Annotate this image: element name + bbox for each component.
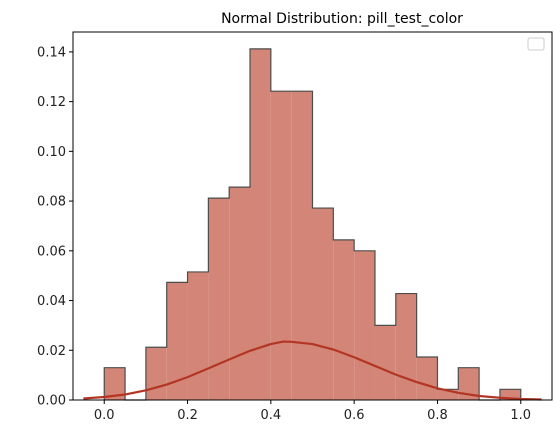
histogram-bar: [250, 48, 271, 400]
histogram-bar: [270, 91, 292, 400]
x-tick-label: 1.0: [510, 408, 531, 423]
histogram-bar: [395, 293, 417, 400]
y-tick-label: 0.10: [37, 145, 66, 160]
chart-title: Normal Distribution: pill_test_color: [221, 11, 463, 27]
normal-curve-line: [83, 340, 542, 401]
histogram-bar: [229, 187, 251, 400]
y-tick-label: 0.08: [37, 195, 66, 210]
histogram-bar: [312, 208, 334, 400]
y-tick-label: 0.14: [37, 45, 66, 60]
histogram-bar: [437, 389, 459, 400]
histogram-bar: [499, 389, 521, 400]
histogram-bar: [458, 367, 480, 400]
histogram-bar: [374, 325, 396, 400]
legend-box: [527, 37, 545, 51]
histogram-bar: [354, 250, 375, 400]
y-tick-label: 0.02: [37, 344, 66, 359]
y-tick-label: 0.12: [37, 95, 66, 110]
y-tick-label: 0.00: [37, 394, 66, 409]
histogram-bar: [166, 282, 188, 400]
histogram-bar: [208, 198, 230, 400]
y-tick-label: 0.04: [37, 294, 66, 309]
histogram-bar: [104, 367, 126, 400]
histogram-outline: [103, 48, 522, 401]
histogram-bar: [145, 347, 167, 400]
x-tick-label: 0.4: [261, 408, 282, 423]
histogram-bar: [187, 271, 209, 400]
x-tick-label: 0.6: [344, 408, 365, 423]
histogram-bar: [416, 356, 438, 400]
y-tick-label: 0.06: [37, 244, 66, 259]
x-tick-label: 0.0: [94, 408, 115, 423]
x-tick-label: 0.2: [177, 408, 198, 423]
histogram-bar: [333, 239, 355, 400]
plot-frame: [72, 31, 553, 401]
x-tick-label: 0.8: [427, 408, 448, 423]
histogram-bar: [291, 91, 313, 400]
